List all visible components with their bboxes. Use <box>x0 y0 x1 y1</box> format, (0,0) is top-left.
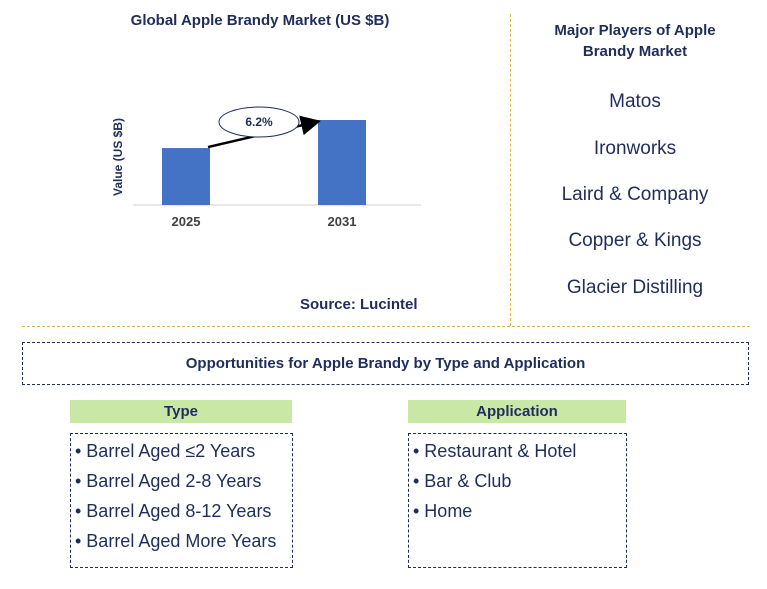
type-item: • Barrel Aged More Years <box>75 531 277 551</box>
type-item: • Barrel Aged 2-8 Years <box>75 471 262 491</box>
type-header: Type <box>70 400 292 423</box>
players-title: Major Players of Apple Brandy Market <box>554 22 716 60</box>
player-item: Matos <box>609 91 661 112</box>
application-list: • Restaurant & Hotel • Bar & Club • Home <box>408 433 627 568</box>
bar-2025 <box>162 148 210 205</box>
opportunities-title: Opportunities for Apple Brandy by Type a… <box>185 355 586 372</box>
player-item: Copper & Kings <box>568 230 702 251</box>
cagr-bubble <box>218 106 300 138</box>
player-item: Glacier Distilling <box>566 277 704 298</box>
bar-2031 <box>318 120 366 205</box>
chart-title: Global Apple Brandy Market (US $B) <box>130 12 390 29</box>
x-tick-label: 2025 <box>172 214 201 229</box>
application-item: • Home <box>413 501 473 521</box>
bar-chart: Value (US $B) 2025 2031 6.2% <box>111 106 421 229</box>
player-item: Laird & Company <box>561 184 709 205</box>
type-list: • Barrel Aged ≤2 Years • Barrel Aged 2-8… <box>70 433 293 568</box>
type-item: • Barrel Aged ≤2 Years <box>75 441 256 461</box>
source-label: Source: Lucintel <box>300 296 418 313</box>
x-tick-label: 2031 <box>328 214 357 229</box>
application-header: Application <box>408 400 626 423</box>
opportunities-title-box: Opportunities for Apple Brandy by Type a… <box>22 342 749 385</box>
application-item: • Bar & Club <box>413 471 512 491</box>
type-item: • Barrel Aged 8-12 Years <box>75 501 272 521</box>
horizontal-divider <box>22 326 750 327</box>
vertical-divider <box>510 14 511 326</box>
y-axis-label: Value (US $B) <box>111 118 125 196</box>
player-item: Ironworks <box>593 138 677 159</box>
cagr-label: 6.2% <box>245 115 273 129</box>
application-item: • Restaurant & Hotel <box>413 441 577 461</box>
